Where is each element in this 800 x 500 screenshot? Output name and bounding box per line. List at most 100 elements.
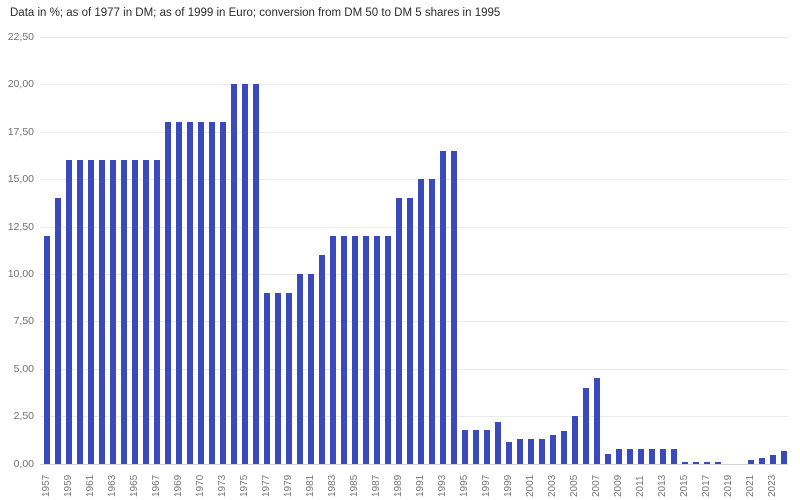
bar — [274, 293, 281, 464]
y-tick-label: 17,50 — [7, 125, 34, 138]
x-tick-label: 1993 — [437, 474, 448, 497]
bar — [692, 461, 699, 464]
gridline — [40, 131, 788, 133]
y-tick-label: 20,00 — [7, 78, 34, 91]
x-tick-label: 2015 — [679, 474, 690, 497]
bar — [593, 378, 600, 464]
bar — [373, 236, 380, 464]
bar — [615, 449, 622, 464]
bar — [109, 160, 116, 464]
bar — [516, 439, 523, 464]
x-tick-label: 2019 — [723, 474, 734, 497]
bar — [406, 198, 413, 464]
gridline — [40, 179, 788, 181]
x-tick-label: 2013 — [657, 474, 668, 497]
bar — [186, 122, 193, 464]
bar — [582, 387, 589, 464]
x-tick-label: 2023 — [767, 474, 778, 497]
bar — [384, 236, 391, 464]
bar — [571, 416, 578, 464]
bar — [670, 449, 677, 464]
bar — [659, 449, 666, 464]
x-tick-label: 1981 — [305, 474, 316, 497]
x-tick-label: 2005 — [569, 474, 580, 497]
bar — [494, 421, 501, 464]
x-tick-label: 1999 — [503, 474, 514, 497]
bar — [87, 160, 94, 464]
bar — [120, 160, 127, 464]
x-tick-label: 1969 — [173, 474, 184, 497]
bar — [395, 198, 402, 464]
bar — [263, 293, 270, 464]
bar — [318, 255, 325, 464]
gridline — [40, 274, 788, 275]
gridline — [40, 226, 788, 228]
x-tick-label: 2003 — [547, 474, 558, 497]
gridline — [40, 416, 788, 418]
bar — [219, 122, 226, 464]
x-tick-label: 1957 — [41, 474, 52, 497]
bar — [560, 431, 567, 464]
gridline — [40, 368, 788, 370]
bar — [758, 457, 765, 464]
x-tick-label: 1977 — [261, 474, 272, 497]
x-tick-label: 2009 — [613, 474, 624, 497]
bar — [538, 439, 545, 464]
bar — [362, 236, 369, 464]
bar — [714, 461, 721, 464]
x-tick-label: 1995 — [459, 474, 470, 497]
x-tick-label: 1975 — [239, 474, 250, 497]
chart-title: Data in %; as of 1977 in DM; as of 1999 … — [10, 7, 501, 19]
bar — [230, 84, 237, 464]
x-tick-label: 2007 — [591, 474, 602, 497]
bar — [461, 429, 468, 464]
x-tick-label: 1967 — [151, 474, 162, 497]
x-tick-label: 1989 — [393, 474, 404, 497]
bar — [780, 450, 787, 464]
bar — [703, 461, 710, 464]
x-tick-label: 1985 — [349, 474, 360, 497]
bar — [164, 122, 171, 464]
bar — [351, 236, 358, 464]
y-tick-label: 5,00 — [13, 362, 34, 375]
bar — [197, 122, 204, 464]
bar — [450, 150, 457, 464]
y-tick-label: 7,50 — [13, 315, 34, 328]
bar — [428, 179, 435, 464]
bar — [505, 441, 512, 464]
bar — [153, 160, 160, 464]
bar — [329, 236, 336, 464]
y-tick-label: 0,00 — [13, 457, 34, 470]
y-tick-label: 12,50 — [7, 220, 34, 233]
bar — [131, 160, 138, 464]
y-tick-label: 22,50 — [7, 31, 34, 43]
x-tick-label: 1997 — [481, 474, 492, 497]
x-tick-label: 2011 — [635, 475, 646, 497]
y-tick-label: 2,50 — [13, 410, 34, 423]
bar — [417, 179, 424, 464]
y-tick-label: 15,00 — [7, 173, 34, 186]
bar — [439, 150, 446, 464]
gridline — [40, 463, 788, 465]
y-tick-label: 10,00 — [7, 268, 34, 280]
bar — [208, 122, 215, 464]
bar — [483, 429, 490, 464]
x-tick-label: 2001 — [525, 474, 536, 497]
x-tick-label: 2017 — [701, 474, 712, 497]
bar — [340, 236, 347, 464]
bar — [307, 274, 314, 464]
bar — [98, 160, 105, 464]
bar — [65, 160, 72, 464]
bar — [76, 160, 83, 464]
x-tick-label: 1983 — [327, 474, 338, 497]
bar — [54, 198, 61, 464]
bar — [637, 449, 644, 464]
x-tick-label: 1961 — [85, 474, 96, 497]
x-tick-label: 1963 — [107, 474, 118, 497]
bar — [549, 435, 556, 464]
x-tick-label: 1991 — [415, 474, 426, 497]
bar — [747, 459, 754, 464]
bar — [252, 84, 259, 464]
x-tick-label: 2021 — [745, 474, 756, 497]
